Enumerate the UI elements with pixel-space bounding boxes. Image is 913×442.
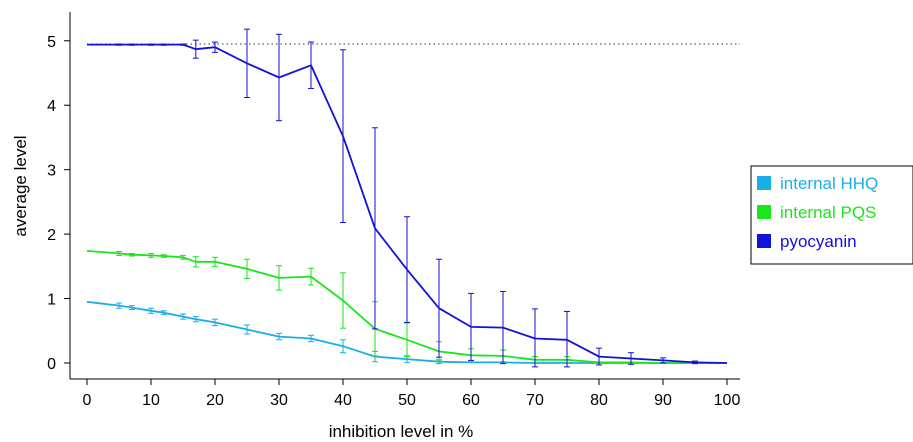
axes: 0 10 20 30 40 50 60 70 80 90 100 0 1 2 3 4 5 [47, 12, 740, 409]
error-bar [116, 43, 122, 46]
series-pyocyanin [87, 28, 728, 368]
error-bar [128, 43, 135, 46]
x-tick-label: 100 [714, 392, 741, 409]
y-tick-label: 5 [47, 34, 56, 51]
error-bar [308, 41, 314, 89]
error-bar [564, 310, 570, 368]
x-tick-label: 40 [334, 392, 352, 409]
error-bar [276, 33, 282, 122]
error-bar [500, 290, 506, 365]
error-bar [160, 43, 167, 46]
error-bar [404, 322, 410, 358]
error-bar [276, 332, 282, 341]
error-bar [160, 254, 167, 258]
error-bar [244, 324, 250, 335]
error-bar [212, 41, 218, 53]
plot-area [86, 28, 740, 368]
error-bar [308, 334, 314, 343]
error-bar [244, 258, 250, 280]
error-bar [160, 310, 167, 316]
x-tick-label: 50 [398, 392, 416, 409]
legend-label: internal HHQ [780, 174, 878, 193]
error-bar [128, 305, 135, 311]
error-bar [116, 302, 122, 309]
error-bar [128, 252, 135, 257]
y-tick-label: 1 [47, 292, 56, 309]
error-bar [468, 292, 474, 361]
y-tick-label: 0 [47, 356, 56, 373]
y-tick-label: 4 [47, 98, 56, 115]
error-bar [180, 254, 186, 260]
legend-label: pyocyanin [780, 232, 857, 251]
error-bar [276, 265, 282, 291]
legend-swatch [757, 234, 771, 248]
series-line [86, 250, 727, 364]
error-bar [340, 339, 346, 354]
error-bar [340, 272, 346, 329]
x-tick-label: 20 [206, 392, 224, 409]
x-tick-label: 0 [83, 392, 92, 409]
error-bar [596, 347, 602, 366]
x-ticks: 0 10 20 30 40 50 60 70 80 90 100 [83, 379, 741, 409]
error-bar [212, 318, 218, 327]
legend-label: internal PQS [780, 203, 876, 222]
error-bar [532, 308, 538, 368]
x-tick-label: 10 [142, 392, 160, 409]
y-axis-title: average level [11, 135, 30, 236]
x-tick-label: 30 [270, 392, 288, 409]
y-tick-label: 2 [47, 227, 56, 244]
error-bar [180, 313, 186, 320]
error-bar [628, 352, 634, 365]
error-bar [148, 252, 154, 258]
x-axis-title: inhibition level in % [329, 422, 474, 441]
error-bar [372, 127, 378, 330]
error-bar [116, 251, 122, 256]
error-bar [192, 39, 199, 59]
error-bar [660, 357, 666, 364]
error-bar [436, 258, 442, 358]
error-bar [404, 216, 410, 323]
x-tick-label: 60 [462, 392, 480, 409]
legend-box [750, 165, 913, 265]
y-ticks: 0 1 2 3 4 5 [47, 34, 70, 373]
error-bar [148, 43, 154, 46]
error-bar [692, 360, 698, 365]
error-bar [192, 256, 199, 268]
error-bar [212, 256, 218, 267]
legend-swatch [757, 205, 771, 219]
error-bar [192, 316, 199, 323]
series-line [87, 43, 728, 364]
error-bar [308, 267, 314, 286]
y-tick-label: 3 [47, 163, 56, 180]
error-bar [244, 28, 250, 98]
legend: internal HHQ internal PQS pyocyanin [750, 165, 913, 265]
error-bar [148, 307, 154, 314]
x-tick-label: 70 [526, 392, 544, 409]
error-bar [180, 43, 186, 46]
error-bar [340, 49, 346, 224]
legend-swatch [757, 176, 771, 190]
x-tick-label: 80 [590, 392, 608, 409]
x-tick-label: 90 [654, 392, 672, 409]
